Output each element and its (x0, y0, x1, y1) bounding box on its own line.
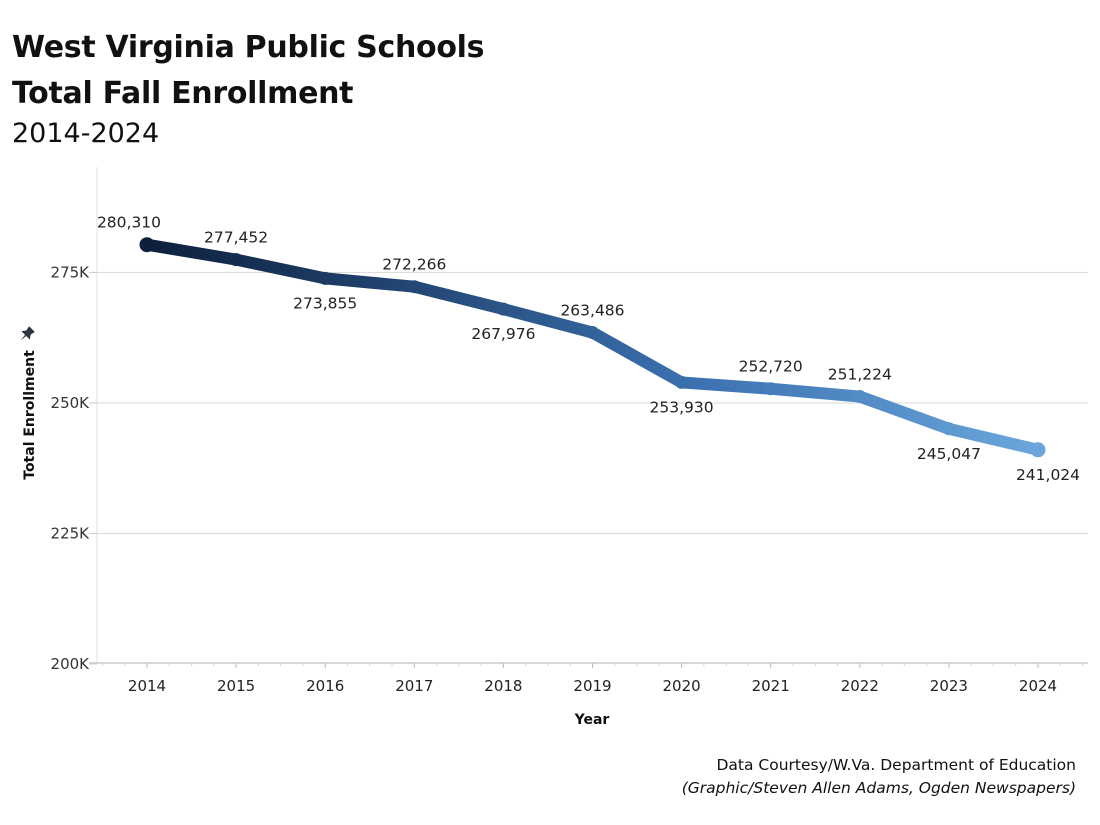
data-point (318, 271, 332, 285)
x-tick-label: 2019 (573, 677, 611, 695)
data-label: 273,855 (293, 294, 357, 312)
x-axis-ticks: 2014 2015 2016 2017 2018 2019 2020 2021 2022 2023… (101, 663, 1084, 695)
series-total-enrollment (141, 238, 1044, 456)
data-label: 245,047 (917, 445, 981, 463)
x-tick-label: 2023 (930, 677, 968, 695)
data-point (229, 253, 243, 267)
data-label: 277,452 (204, 229, 268, 247)
data-point (496, 302, 510, 316)
y-tick-label: 250K (51, 394, 91, 412)
x-tick-label: 2016 (306, 677, 344, 695)
data-point (586, 326, 599, 340)
data-label: 251,224 (828, 366, 892, 384)
y-tick-label: 225K (51, 524, 91, 542)
data-label: 253,930 (650, 398, 714, 416)
chart-title-line2: Total Fall Enrollment (12, 76, 354, 111)
chart-title-line1: West Virginia Public Schools (12, 30, 485, 65)
axes (89, 167, 1088, 664)
data-label: 241,024 (1016, 466, 1080, 484)
credit-graphic: (Graphic/Steven Allen Adams, Ogden Newsp… (681, 779, 1076, 797)
gridlines (97, 271, 1088, 535)
data-point (942, 422, 956, 436)
y-axis-label: Total Enrollment (22, 350, 38, 480)
chart-subtitle: 2014-2024 (12, 118, 160, 149)
x-tick-label: 2015 (217, 677, 255, 695)
y-tick-label: 275K (51, 263, 91, 281)
y-axis-ticks: 200K 225K 250K 275K (51, 263, 97, 673)
data-label: 263,486 (560, 302, 624, 320)
data-point (764, 382, 778, 396)
series-line (141, 238, 1044, 456)
credit-data-source: Data Courtesy/W.Va. Department of Educat… (716, 756, 1076, 774)
data-point (407, 280, 421, 294)
data-point (139, 237, 155, 253)
pin-icon[interactable] (16, 325, 36, 345)
x-axis-label: Year (574, 712, 610, 728)
data-labels: 280,310 277,452 273,855 272,266 267,976 263,4… (97, 214, 1080, 484)
x-tick-label: 2024 (1019, 677, 1057, 695)
data-label: 267,976 (471, 325, 535, 343)
x-tick-label: 2022 (841, 677, 879, 695)
data-point (1030, 442, 1046, 458)
data-point (853, 390, 867, 404)
x-tick-label: 2020 (663, 677, 701, 695)
data-points (139, 237, 1046, 458)
x-tick-label: 2014 (128, 677, 166, 695)
data-point (675, 375, 689, 389)
data-label: 280,310 (97, 214, 161, 232)
x-tick-label: 2017 (395, 677, 433, 695)
x-tick-label: 2018 (484, 677, 522, 695)
data-label: 272,266 (382, 256, 446, 274)
data-label: 252,720 (739, 358, 803, 376)
y-tick-label: 200K (51, 655, 91, 673)
x-tick-label: 2021 (752, 677, 790, 695)
